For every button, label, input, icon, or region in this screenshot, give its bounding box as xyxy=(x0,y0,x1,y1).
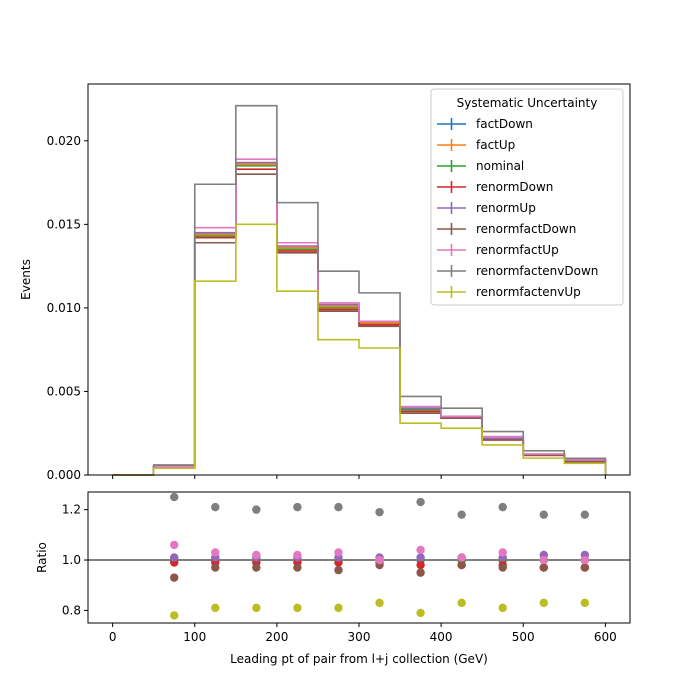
x-tick-label: 0 xyxy=(109,630,117,644)
histogram-y-tick-label: 0.005 xyxy=(47,384,81,398)
ratio-point-renormfactenvDown xyxy=(457,510,466,519)
ratio-y-tick-label: 0.8 xyxy=(62,603,81,617)
ratio-point-renormUp xyxy=(170,553,179,562)
ratio-point-renormfactenvDown xyxy=(170,492,179,502)
ratio-point-renormfactUp xyxy=(293,550,302,560)
ratio-point-renormfactDown xyxy=(252,563,261,572)
ratio-point-renormfactUp xyxy=(457,553,466,562)
legend: Systematic Uncertainty factDown factUp nom… xyxy=(430,88,624,306)
ratio-point-renormfactDown xyxy=(293,563,302,572)
ratio-point-renormfactenvUp xyxy=(211,603,220,613)
ratio-point-renormfactenvUp xyxy=(170,611,179,620)
legend-label-factUp: factUp xyxy=(476,138,515,152)
legend-title: Systematic Uncertainty xyxy=(457,96,598,110)
ratio-point-renormfactDown xyxy=(211,563,220,572)
x-tick-label: 600 xyxy=(594,630,617,644)
legend-entry-renormfactenvUp: renormfactenvUp xyxy=(437,285,581,299)
ratio-point-renormfactUp xyxy=(416,545,425,555)
ratio-point-renormfactenvDown xyxy=(498,502,507,512)
ratio-point-renormfactenvDown xyxy=(416,497,425,507)
ratio-point-renormfactenvDown xyxy=(334,502,343,512)
ratio-point-renormfactenvUp xyxy=(416,608,425,618)
ratio-point-renormfactenvDown xyxy=(539,510,548,519)
ratio-point-renormfactenvUp xyxy=(457,598,466,608)
legend-label-renormfactenvDown: renormfactenvDown xyxy=(476,264,598,278)
ratio-point-renormfactenvUp xyxy=(539,598,548,608)
ratio-y-tick-label: 1.2 xyxy=(62,503,81,517)
legend-entry-renormfactenvDown: renormfactenvDown xyxy=(437,264,598,278)
ratio-point-renormfactDown xyxy=(539,563,548,572)
ratio-point-renormfactenvDown xyxy=(580,510,590,519)
ratio-y-axis-label: Ratio xyxy=(35,542,49,573)
ratio-point-renormfactenvDown xyxy=(252,505,261,514)
legend-box xyxy=(430,88,624,306)
ratio-y-tick-label: 1.0 xyxy=(62,553,81,567)
x-axis-label: Leading pt of pair from l+j collection (… xyxy=(230,652,488,666)
legend-entry-nominal: nominal xyxy=(437,159,524,173)
ratio-panel: 0.8 1.0 1.2 0 100 200 300 400 500 600 Ratio xyxy=(35,491,631,644)
legend-label-renormDown: renormDown xyxy=(476,180,553,194)
legend-label-factDown: factDown xyxy=(476,117,533,131)
ratio-axes-frame xyxy=(87,491,631,624)
ratio-point-renormfactenvUp xyxy=(498,603,507,613)
legend-entry-factUp: factUp xyxy=(437,138,515,152)
legend-entry-factDown: factDown xyxy=(437,117,533,131)
histogram-y-tick-label: 0.020 xyxy=(47,134,81,148)
ratio-point-renormfactUp xyxy=(539,555,548,565)
ratio-point-renormfactenvDown xyxy=(293,502,302,512)
legend-label-renormUp: renormUp xyxy=(476,201,536,215)
legend-label-nominal: nominal xyxy=(476,159,524,173)
x-tick-label: 200 xyxy=(265,630,288,644)
ratio-point-renormfactUp xyxy=(580,555,590,565)
legend-entry-renormfactUp: renormfactUp xyxy=(437,243,559,257)
ratio-point-renormfactDown xyxy=(416,568,425,577)
ratio-point-renormfactUp xyxy=(375,555,384,565)
x-tick-label: 300 xyxy=(348,630,371,644)
legend-label-renormfactDown: renormfactDown xyxy=(476,222,576,236)
ratio-point-renormfactenvUp xyxy=(375,598,384,608)
legend-entry-renormDown: renormDown xyxy=(437,180,553,194)
ratio-point-renormfactUp xyxy=(498,548,507,557)
ratio-point-renormfactenvUp xyxy=(580,598,590,608)
ratio-point-renormfactenvUp xyxy=(334,603,343,613)
histogram-line-renormfactenvUp xyxy=(112,223,607,476)
ratio-point-renormfactDown xyxy=(457,560,466,570)
legend-entry-renormfactDown: renormfactDown xyxy=(437,222,576,236)
histogram-y-axis-label: Events xyxy=(19,259,33,300)
histogram-axes-frame xyxy=(87,83,631,476)
ratio-point-renormfactUp xyxy=(170,540,179,550)
histogram-y-tick-label: 0.015 xyxy=(47,217,81,231)
ratio-point-renormUp xyxy=(416,553,425,562)
histogram-y-tick-label: 0.000 xyxy=(47,468,81,482)
legend-entry-renormUp: renormUp xyxy=(437,201,536,215)
ratio-point-renormfactUp xyxy=(334,548,343,557)
legend-label-renormfactUp: renormfactUp xyxy=(476,243,559,257)
histogram-panel: 0.000 0.005 0.010 0.015 0.020 Events xyxy=(19,83,631,482)
x-tick-label: 500 xyxy=(512,630,535,644)
ratio-point-renormfactenvDown xyxy=(375,507,384,517)
histogram-y-tick-label: 0.010 xyxy=(47,301,81,315)
x-tick-label: 100 xyxy=(183,630,206,644)
ratio-point-renormfactenvUp xyxy=(293,603,302,613)
ratio-point-renormfactDown xyxy=(580,563,590,572)
legend-label-renormfactenvUp: renormfactenvUp xyxy=(476,285,581,299)
ratio-point-renormfactenvDown xyxy=(211,502,220,512)
ratio-point-renormfactUp xyxy=(252,550,261,560)
ratio-point-renormfactDown xyxy=(170,573,179,582)
ratio-point-renormfactDown xyxy=(498,563,507,572)
x-tick-label: 400 xyxy=(430,630,453,644)
ratio-point-renormDown xyxy=(416,560,425,570)
ratio-point-renormfactenvUp xyxy=(252,603,261,613)
ratio-point-renormfactDown xyxy=(334,565,343,575)
ratio-point-renormfactUp xyxy=(211,548,220,557)
